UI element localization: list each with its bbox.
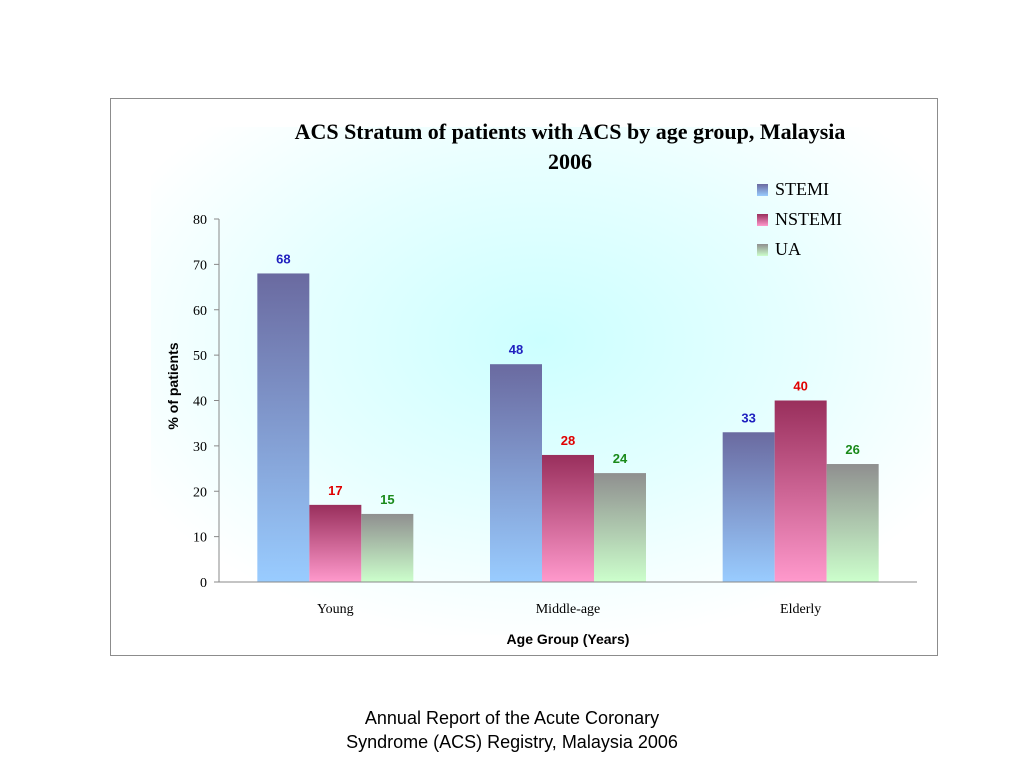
y-axis-ticks: 0 10 20 30 40 50 60 70 80 <box>193 213 219 591</box>
bar-chart: ACS Stratum of patients with ACS by age … <box>151 119 931 647</box>
chart-frame: ACS Stratum of patients with ACS by age … <box>110 98 938 656</box>
x-tick-label: Elderly <box>780 602 821 617</box>
y-tick-label: 30 <box>193 440 207 455</box>
data-labels-group: 68 17 15 48 28 24 33 40 26 <box>276 251 860 506</box>
legend-swatch-stemi <box>757 184 768 196</box>
legend-label-nstemi: NSTEMI <box>775 209 842 229</box>
y-tick-label: 20 <box>193 485 207 500</box>
y-tick-label: 70 <box>193 258 207 273</box>
y-tick-label: 60 <box>193 304 207 319</box>
legend-swatch-nstemi <box>757 214 768 226</box>
y-axis-title: % of patients <box>165 342 181 429</box>
y-tick-label: 10 <box>193 531 207 546</box>
data-label: 26 <box>845 442 859 457</box>
data-label: 48 <box>509 342 523 357</box>
data-label: 17 <box>328 483 342 498</box>
data-label: 40 <box>793 379 807 394</box>
bar-nstemi-0 <box>309 504 362 582</box>
data-label: 15 <box>380 492 394 507</box>
legend: STEMI NSTEMI UA <box>757 179 842 259</box>
bar-stemi-1 <box>490 364 542 582</box>
bar-ua-1 <box>594 473 646 582</box>
source-caption: Annual Report of the Acute Coronary Synd… <box>262 706 762 754</box>
x-tick-label: Young <box>317 602 354 617</box>
y-tick-label: 50 <box>193 349 207 364</box>
y-tick-label: 80 <box>193 213 207 228</box>
y-tick-label: 0 <box>200 576 207 591</box>
data-label: 68 <box>276 251 290 266</box>
caption-line-2: Syndrome (ACS) Registry, Malaysia 2006 <box>346 732 678 752</box>
data-label: 28 <box>561 433 575 448</box>
y-tick-label: 40 <box>193 395 207 410</box>
legend-label-ua: UA <box>775 239 801 259</box>
bar-ua-0 <box>361 513 414 582</box>
data-label: 24 <box>613 451 628 466</box>
legend-swatch-ua <box>757 244 768 256</box>
bar-ua-2 <box>826 464 879 582</box>
bar-nstemi-2 <box>774 400 827 582</box>
data-label: 33 <box>741 410 755 425</box>
bars-group <box>257 273 879 582</box>
bar-stemi-2 <box>722 432 775 582</box>
legend-label-stemi: STEMI <box>775 179 829 199</box>
bar-nstemi-1 <box>542 454 594 582</box>
x-axis-tick-labels: Young Middle-age Elderly <box>317 602 821 617</box>
caption-line-1: Annual Report of the Acute Coronary <box>364 708 660 728</box>
chart-title-line-2: 2006 <box>548 149 592 174</box>
chart-title-line-1: ACS Stratum of patients with ACS by age … <box>295 119 846 144</box>
x-tick-label: Middle-age <box>536 602 601 617</box>
x-axis-title: Age Group (Years) <box>507 631 630 647</box>
bar-stemi-0 <box>257 273 310 582</box>
